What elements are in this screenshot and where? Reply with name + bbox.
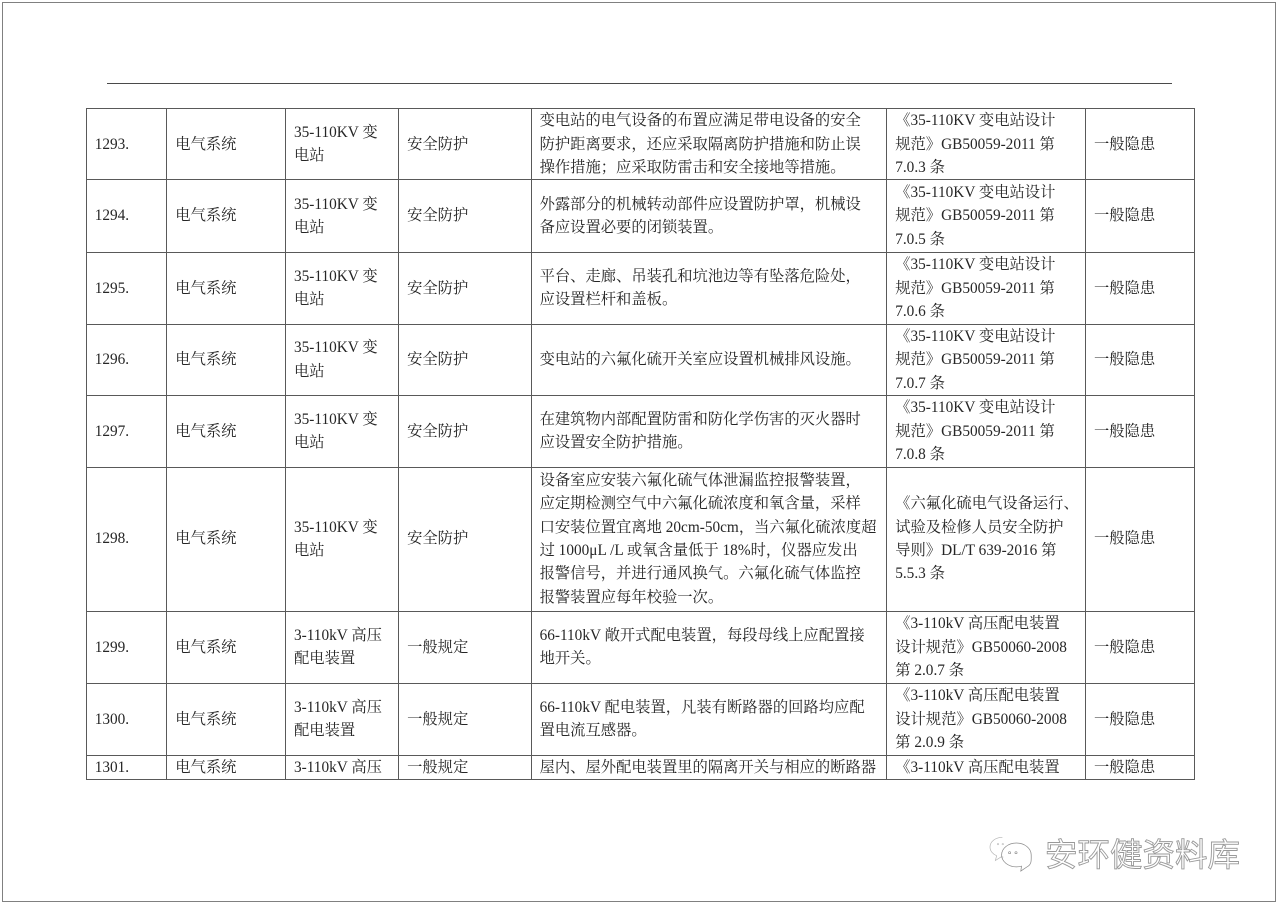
svg-text:安环健资料库: 安环健资料库 (1045, 837, 1240, 873)
